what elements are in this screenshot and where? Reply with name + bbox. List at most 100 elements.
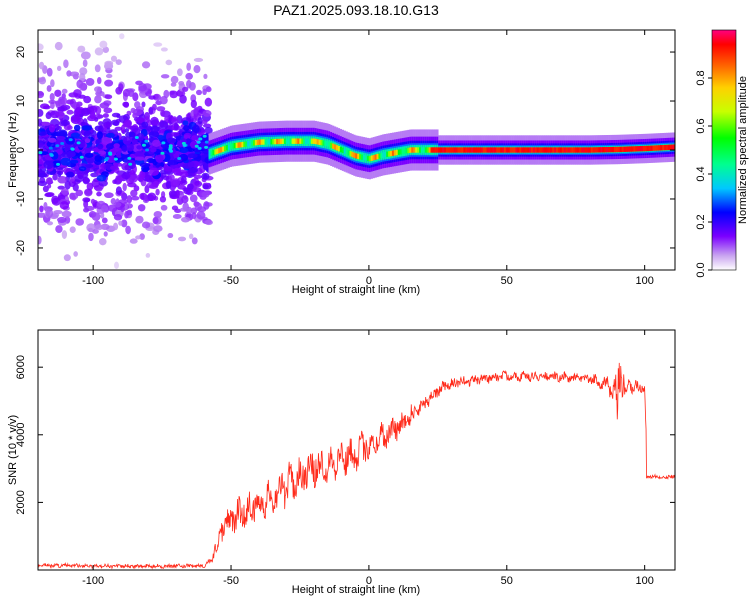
spectrogram-cell (285, 138, 288, 144)
spectrogram-cell (204, 145, 209, 149)
spectrogram-cell (201, 119, 208, 125)
spectrogram-cell (438, 147, 441, 153)
spectrogram-cell (96, 76, 102, 85)
spectrogram-cell (592, 147, 595, 153)
spectrogram-cell (239, 142, 242, 148)
spectrogram-cell (90, 198, 96, 205)
colorbar-frame (711, 29, 737, 271)
spectrogram-cell (79, 67, 88, 76)
spectrogram-cell (372, 154, 375, 161)
spectrogram-cell (202, 184, 209, 190)
spectrogram-cell (54, 41, 63, 51)
spectrogram-cell (194, 144, 199, 148)
spectrogram-cell (153, 42, 163, 47)
snr-y-tick-label: 4000 (15, 423, 27, 447)
spectrogram-cell (98, 125, 104, 133)
spectrogram-cell (517, 147, 520, 153)
spectrogram-cell (276, 138, 279, 145)
spectrogram-cell (108, 151, 113, 155)
spectrogram-cell (509, 147, 512, 153)
spectrogram-cell (584, 147, 588, 153)
spectrogram-cell (272, 138, 275, 145)
spectrogram-cell (224, 145, 227, 152)
spectrogram-cell (45, 177, 53, 184)
spectrogram-cell (113, 222, 119, 231)
spectrogram-cell (563, 147, 566, 153)
spectrogram-cell (561, 147, 565, 153)
spectrogram-y-tick-label: 20 (15, 46, 27, 58)
spectrogram-cell (397, 149, 400, 155)
spectrogram-cell (301, 138, 304, 144)
spectrogram-cell (94, 47, 104, 56)
spectrogram-cell (61, 96, 68, 106)
snr-x-ticks: -100 -50 0 50 100 (82, 330, 654, 587)
spectrogram-cell (56, 65, 62, 71)
spectrogram-cell (494, 147, 497, 153)
spectrogram-cell (53, 209, 63, 215)
spectrogram-cell (38, 212, 46, 218)
colorbar-tick-label: 0.2 (695, 214, 707, 229)
spectrogram-cell (480, 147, 483, 153)
spectrogram-cell (149, 125, 160, 133)
spectrogram-y-tick-label: 10 (15, 95, 27, 107)
spectrogram-cell (530, 147, 534, 153)
spectrogram-cell (202, 123, 212, 128)
spectrogram-cell (362, 154, 366, 161)
spectrogram-cell (86, 182, 94, 191)
spectrogram-cell (345, 149, 348, 155)
spectrogram-cell (135, 235, 142, 240)
spectrogram-cell (60, 104, 71, 111)
spectrogram-cell (204, 140, 209, 144)
spectrogram-cell (38, 109, 44, 117)
spectrogram-x-ticks: -100 -50 0 50 100 (82, 30, 654, 287)
snr-y-label: SNR (10 * v/v) (7, 415, 19, 485)
spectrogram-cell (305, 138, 308, 144)
spectrogram-cell (418, 147, 422, 153)
spectrogram-cell (447, 147, 451, 153)
spectrogram-cell (99, 102, 110, 109)
spectrogram-cell (473, 147, 476, 153)
spectrogram-cell (144, 194, 149, 202)
spectrogram-cell (177, 68, 183, 77)
spectrogram-cell (192, 124, 200, 134)
spectrogram-cell (619, 146, 622, 153)
spectrogram-cell (648, 145, 651, 152)
spectrogram-cell (104, 60, 114, 66)
spectrogram-cell (147, 192, 157, 202)
spectrogram-cell (171, 205, 179, 211)
spectrogram-cell (451, 147, 454, 153)
spectrogram-cell (310, 138, 314, 144)
spectrogram-cell (83, 130, 92, 138)
spectrogram-cell (48, 99, 57, 105)
spectrogram-y-label: Frequency (Hz) (7, 112, 19, 188)
spectrogram-cell (172, 178, 181, 187)
spectrogram-cell (141, 121, 149, 128)
spectrogram-cell (168, 190, 178, 198)
spectrogram-cell (602, 147, 605, 153)
spectrogram-cell (386, 151, 389, 157)
spectrogram-cell (492, 147, 495, 153)
colorbar-label: Normalized spectral amplitude (737, 76, 749, 224)
spectrogram-cell (61, 210, 72, 218)
spectrogram-cell (353, 152, 356, 158)
spectrogram-cell (196, 211, 206, 220)
spectrogram-cell (546, 147, 549, 153)
spectrogram-cell (179, 147, 189, 154)
spectrogram-cell (322, 140, 325, 146)
spectrogram-cell (66, 150, 76, 158)
spectrogram-cell (559, 147, 563, 153)
spectrogram-cell (525, 147, 528, 153)
spectrogram-cell (544, 147, 547, 153)
spectrogram-cell (161, 141, 166, 145)
spectrogram-cell (45, 192, 55, 197)
spectrogram-cell (281, 138, 285, 145)
spectrogram-cell (409, 147, 412, 153)
spectrogram-cell (84, 189, 93, 195)
spectrogram-cell (445, 147, 449, 153)
spectrogram-cell (152, 139, 161, 147)
spectrogram-cell (168, 144, 173, 148)
spectrogram-cell (307, 138, 310, 144)
spectrogram-cell (173, 122, 179, 131)
spectrogram-cell (395, 149, 399, 156)
